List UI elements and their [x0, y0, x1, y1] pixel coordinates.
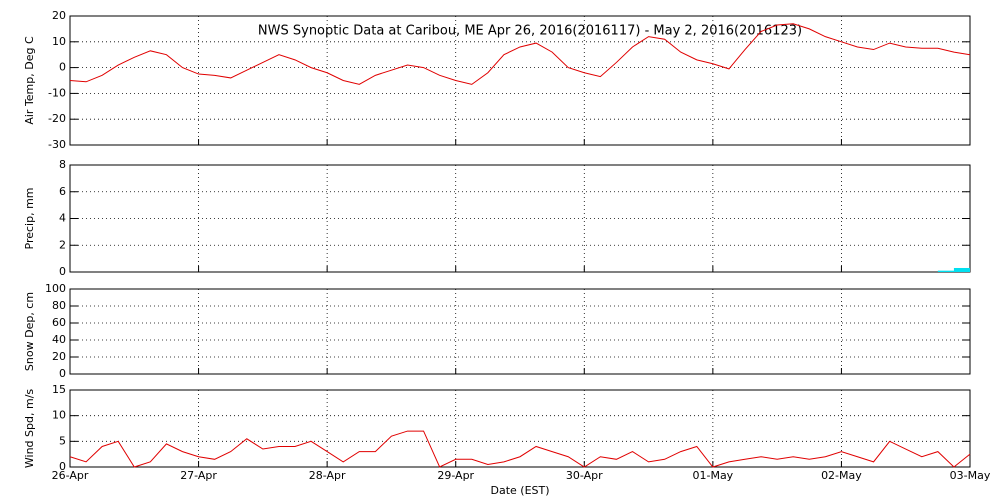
y-tick-label: 0 — [59, 460, 66, 473]
y-axis-label: Snow Dep, cm — [23, 292, 36, 371]
y-tick-label: 5 — [59, 434, 66, 447]
y-tick-label: 20 — [52, 350, 66, 363]
x-tick-label: 30-Apr — [566, 469, 603, 482]
plot-frame — [69, 288, 971, 375]
x-axis-label: Date (EST) — [490, 484, 549, 497]
y-tick-label: 10 — [52, 409, 66, 422]
y-axis-label: Wind Spd, m/s — [23, 389, 36, 469]
y-tick-label: 100 — [45, 282, 66, 295]
y-tick-label: 0 — [59, 367, 66, 380]
bar — [953, 267, 970, 272]
x-tick-label: 28-Apr — [309, 469, 346, 482]
data-line — [69, 23, 971, 85]
y-tick-label: 0 — [59, 265, 66, 278]
y-tick-label: 15 — [52, 383, 66, 396]
x-tick-label: 27-Apr — [180, 469, 217, 482]
y-tick-label: 20 — [52, 9, 66, 22]
y-tick-label: 80 — [52, 299, 66, 312]
plot-frame — [69, 389, 971, 468]
y-tick-label: 0 — [59, 61, 66, 74]
chart-title: NWS Synoptic Data at Caribou, ME Apr 26,… — [258, 24, 802, 39]
y-tick-label: 6 — [59, 185, 66, 198]
x-tick-label: 29-Apr — [437, 469, 474, 482]
y-tick-label: 60 — [52, 316, 66, 329]
y-tick-label: 4 — [59, 212, 66, 225]
bar — [937, 270, 954, 272]
y-axis-label: Air Temp, Deg C — [23, 36, 36, 125]
y-tick-label: -10 — [48, 86, 66, 99]
y-tick-label: 2 — [59, 238, 66, 251]
y-tick-label: 10 — [52, 35, 66, 48]
y-axis-label: Precip, mm — [23, 188, 36, 250]
y-tick-label: 40 — [52, 333, 66, 346]
x-tick-label: 26-Apr — [52, 469, 89, 482]
y-tick-label: 8 — [59, 158, 66, 171]
y-tick-label: -30 — [48, 138, 66, 151]
y-tick-label: -20 — [48, 112, 66, 125]
data-line — [69, 430, 971, 468]
x-tick-label: 03-May — [950, 469, 991, 482]
x-tick-label: 01-May — [692, 469, 733, 482]
x-tick-label: 02-May — [821, 469, 862, 482]
